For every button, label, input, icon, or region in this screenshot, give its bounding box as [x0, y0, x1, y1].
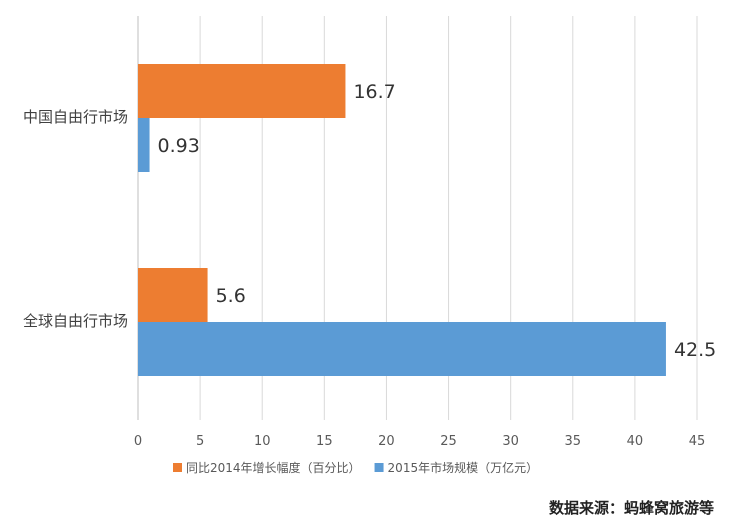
x-tick-label: 5 — [196, 434, 204, 449]
x-tick-label: 0 — [134, 434, 142, 449]
bar — [138, 118, 150, 172]
category-label: 中国自由行市场 — [23, 108, 128, 126]
data-label: 42.5 — [674, 339, 716, 361]
legend-swatch — [374, 463, 384, 472]
x-tick-label: 20 — [378, 434, 395, 449]
legend-swatch — [173, 463, 182, 472]
x-tick-label: 30 — [502, 434, 519, 449]
x-tick-label: 35 — [565, 434, 582, 449]
category-label: 全球自由行市场 — [23, 312, 128, 330]
x-tick-label: 15 — [316, 434, 333, 449]
data-label: 5.6 — [216, 285, 246, 307]
legend-label: 2015年市场规模（万亿元） — [388, 460, 539, 475]
x-tick-label: 40 — [627, 434, 644, 449]
bar — [138, 64, 346, 118]
legend-label: 同比2014年增长幅度（百分比） — [186, 460, 361, 475]
data-label: 16.7 — [353, 81, 395, 103]
x-tick-label: 10 — [254, 434, 271, 449]
x-tick-label: 45 — [689, 434, 706, 449]
bar — [138, 268, 208, 322]
x-tick-label: 25 — [440, 434, 457, 449]
source-note: 数据来源：蚂蜂窝旅游等 — [548, 499, 714, 517]
bar — [138, 322, 666, 376]
data-label: 0.93 — [158, 135, 200, 157]
